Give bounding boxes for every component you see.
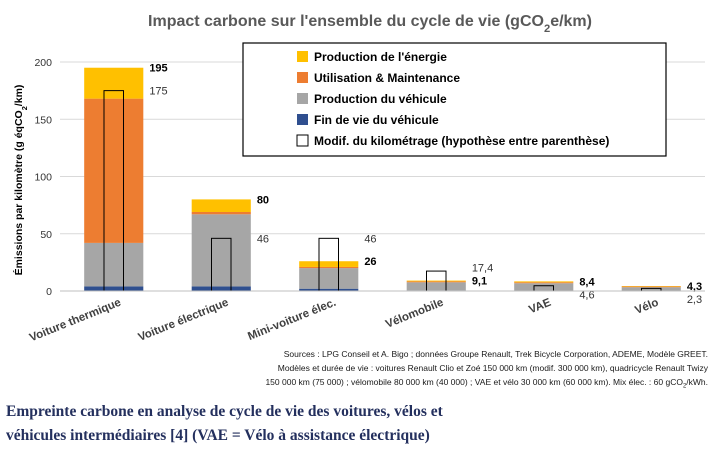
sources-line-3: 150 000 km (75 000) ; vélomobile 80 000 … xyxy=(265,377,708,390)
figure-caption: Empreinte carbone en analyse de cycle de… xyxy=(6,400,706,448)
bar-segment xyxy=(191,214,251,287)
bar-segment xyxy=(191,199,251,212)
y-axis-label: Émissions par kilomètre (g éqCO2/km) xyxy=(12,85,29,276)
x-tick-label: Voiture électrique xyxy=(137,297,231,344)
bar-segment xyxy=(514,281,574,283)
bar-segment xyxy=(299,268,359,289)
x-tick-label: Voiture thermique xyxy=(28,297,123,345)
y-tick-label: 150 xyxy=(34,114,52,126)
legend-label: Production du véhicule xyxy=(314,92,447,106)
bar-segment xyxy=(621,286,681,288)
bar-segment xyxy=(84,286,144,291)
legend-swatch xyxy=(297,93,308,104)
bar-segment xyxy=(191,211,251,215)
bar-segment xyxy=(514,282,574,284)
bar-segment xyxy=(406,280,466,282)
legend-label: Modif. du kilométrage (hypothèse entre p… xyxy=(314,134,609,148)
y-axis: 0 50 100 150 200 xyxy=(34,57,52,298)
caption-line-1: Empreinte carbone en analyse de cycle de… xyxy=(6,403,443,420)
y-tick-label: 100 xyxy=(34,172,52,184)
value-labels: 195 175 80 46 26 46 9,117,4 8,44,6 4,32,3 xyxy=(149,63,702,306)
legend-label: Utilisation & Maintenance xyxy=(314,71,460,85)
x-tick-label: VAE xyxy=(527,297,553,317)
bar-segment xyxy=(514,283,574,291)
legend-swatch xyxy=(297,51,308,62)
total-label: 9,1 xyxy=(472,276,487,288)
sources-line-2: Modèles et durée de vie : voitures Renau… xyxy=(277,363,708,373)
x-tick-label: Mini-voiture élec. xyxy=(246,297,338,343)
y-tick-label: 50 xyxy=(40,229,52,241)
total-label: 4,3 xyxy=(687,281,702,293)
y-tick-label: 200 xyxy=(34,57,52,69)
legend: Production de l'énergie Utilisation & Mai… xyxy=(242,42,667,157)
bar-segment xyxy=(84,242,144,287)
legend-label: Production de l'énergie xyxy=(314,50,447,64)
outline-label: 46 xyxy=(257,233,269,245)
x-tick-label: Vélo xyxy=(633,297,660,317)
x-axis: Voiture thermique Voiture électrique Mini-… xyxy=(28,290,705,345)
total-label: 195 xyxy=(149,63,167,75)
caption-line-2: véhicules intermédiaires [4] (VAE = Vélo… xyxy=(6,427,430,444)
outline-label: 46 xyxy=(364,233,376,245)
total-label: 26 xyxy=(364,256,376,268)
outline-label: 175 xyxy=(149,86,167,98)
bars xyxy=(84,67,681,291)
legend-label: Fin de vie du véhicule xyxy=(314,113,439,127)
legend-swatch xyxy=(297,114,308,125)
y-tick-label: 0 xyxy=(46,286,52,298)
outline-label: 4,6 xyxy=(579,289,594,301)
total-label: 80 xyxy=(257,194,269,206)
outline-label: 17,4 xyxy=(472,263,493,275)
legend-swatch xyxy=(296,134,309,147)
bar-segment xyxy=(299,266,359,269)
chart: Impact carbone sur l'ensemble du cycle d… xyxy=(12,13,705,345)
total-label: 8,4 xyxy=(579,276,595,288)
bar-segment xyxy=(621,287,681,291)
bar-segment xyxy=(84,98,144,243)
bar-segment xyxy=(299,261,359,267)
legend-box xyxy=(242,42,667,157)
bar-segment xyxy=(406,281,466,283)
legend-swatch xyxy=(297,72,308,83)
outline-label: 2,3 xyxy=(687,294,702,306)
chart-title: Impact carbone sur l'ensemble du cycle d… xyxy=(148,13,592,35)
sources-line-1: Sources : LPG Conseil et A. Bigo ; donné… xyxy=(283,349,708,359)
bar-segment xyxy=(191,286,251,291)
bar-segment xyxy=(299,288,359,291)
bar-segment xyxy=(406,282,466,291)
x-tick-label: Vélomobile xyxy=(384,297,445,331)
bar-segment xyxy=(84,67,144,99)
